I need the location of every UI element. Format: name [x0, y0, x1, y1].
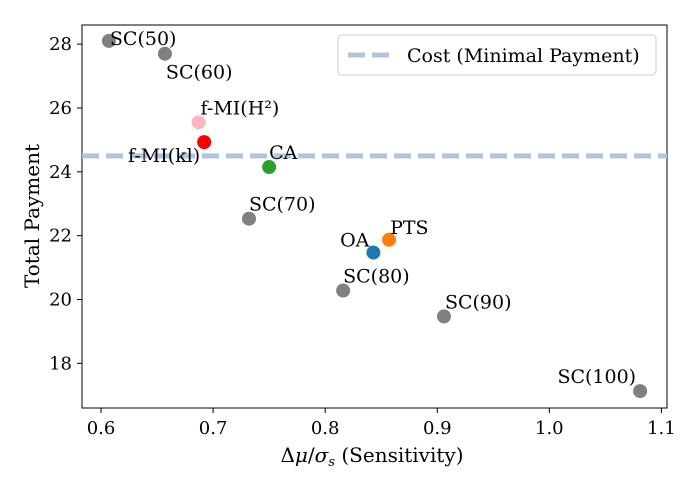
x-tick-label-0.6: 0.6 — [87, 418, 116, 439]
point-sc-80 — [336, 283, 351, 298]
point-label-f-mi-h: f-MI(H²) — [201, 97, 280, 119]
x-tick-label-0.7: 0.7 — [199, 418, 228, 439]
point-pts — [382, 232, 397, 247]
x-axis-title-subscript: s — [328, 455, 335, 470]
plot-frame — [81, 24, 668, 409]
point-label-ca: CA — [269, 142, 298, 164]
point-label-f-mi-kl: f-MI(kl) — [128, 145, 200, 167]
point-sc-50 — [101, 33, 116, 48]
point-f-mi-kl — [197, 135, 212, 150]
point-label-sc-50: SC(50) — [110, 28, 177, 50]
legend-entry-cost: Cost (Minimal Payment) — [407, 45, 640, 67]
point-sc-70 — [241, 211, 256, 226]
y-axis-title: Total Payment — [20, 144, 44, 288]
x-tick-label-0.8: 0.8 — [311, 418, 340, 439]
y-tick-label-22: 22 — [49, 226, 72, 247]
legend: Cost (Minimal Payment) — [337, 34, 657, 76]
x-axis-title-suffix: (Sensitivity) — [335, 443, 464, 467]
x-axis-title-sigma: σ — [315, 443, 330, 467]
point-oa — [366, 245, 381, 260]
point-label-sc-100: SC(100) — [557, 366, 636, 388]
x-tick-label-0.9: 0.9 — [423, 418, 452, 439]
point-label-sc-60: SC(60) — [166, 62, 233, 84]
point-label-sc-90: SC(90) — [445, 291, 512, 313]
x-tick-label-1.1: 1.1 — [647, 418, 676, 439]
x-axis-title: Δμ/σs (Sensitivity) — [280, 443, 463, 470]
x-axis-title-mu: μ — [295, 443, 308, 467]
point-label-sc-70: SC(70) — [249, 194, 316, 216]
y-tick-label-26: 26 — [49, 98, 72, 119]
x-axis-title-delta-mu: Δ — [280, 443, 294, 467]
legend-box — [337, 34, 657, 76]
point-sc-100 — [633, 384, 648, 399]
y-tick-label-28: 28 — [49, 34, 72, 55]
plot-area: 0.6 0.7 0.8 0.9 1.0 1.1 18 20 22 24 26 28 SC(50) SC(6… — [49, 24, 676, 439]
y-tick-label-24: 24 — [49, 162, 72, 183]
y-tick-label-20: 20 — [49, 289, 72, 310]
point-label-oa: OA — [340, 230, 370, 252]
x-tick-label-1.0: 1.0 — [535, 418, 564, 439]
point-label-sc-80: SC(80) — [343, 266, 410, 288]
point-sc-90 — [436, 309, 451, 324]
point-label-pts: PTS — [390, 217, 428, 239]
y-tick-label-18: 18 — [49, 353, 72, 374]
point-f-mi-h — [191, 115, 206, 130]
point-ca — [262, 160, 277, 175]
x-axis-title-slash: / — [308, 443, 315, 467]
point-sc-60 — [157, 46, 172, 61]
